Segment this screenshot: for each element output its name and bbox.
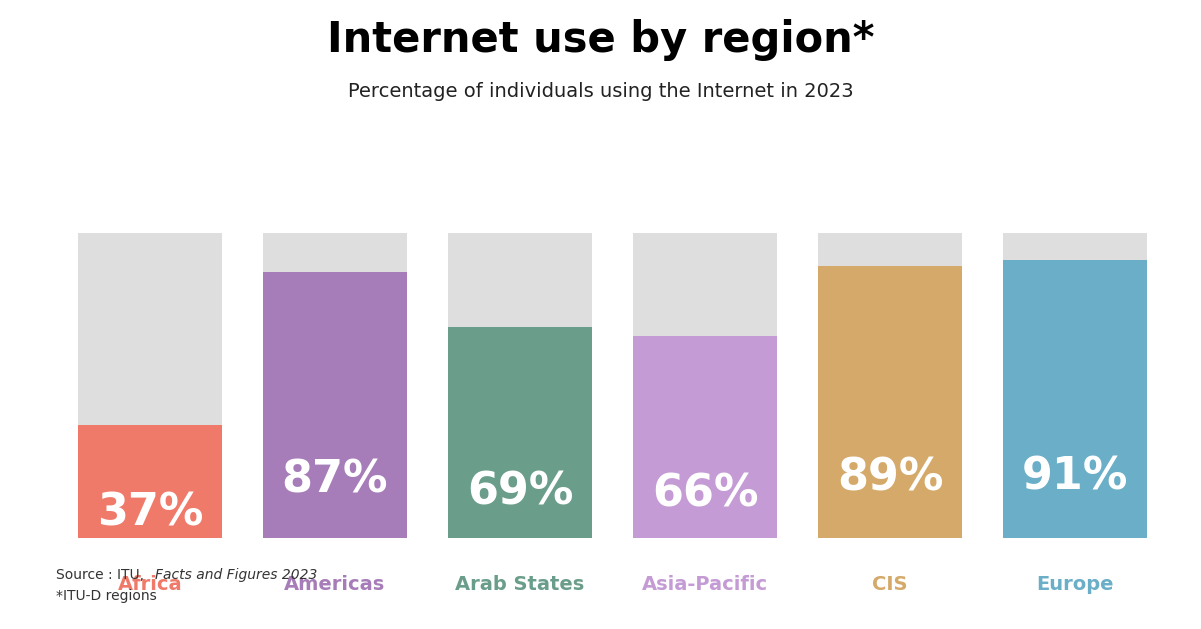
- Bar: [448, 233, 592, 538]
- Text: Europe: Europe: [1036, 575, 1115, 594]
- Text: 37%: 37%: [96, 492, 203, 535]
- Bar: [1003, 260, 1147, 538]
- Bar: [818, 266, 962, 538]
- Text: Percentage of individuals using the Internet in 2023: Percentage of individuals using the Inte…: [347, 82, 854, 101]
- Text: 87%: 87%: [282, 459, 388, 501]
- Text: Source : ITU,: Source : ITU,: [56, 568, 149, 582]
- Text: Internet use by region*: Internet use by region*: [327, 19, 874, 61]
- Text: 66%: 66%: [652, 472, 758, 515]
- Text: CIS: CIS: [872, 575, 908, 594]
- Bar: [78, 425, 222, 538]
- Bar: [633, 233, 777, 538]
- Bar: [633, 337, 777, 538]
- Bar: [78, 233, 222, 538]
- Text: Africa: Africa: [118, 575, 183, 594]
- Bar: [448, 327, 592, 538]
- Text: Facts and Figures 2023: Facts and Figures 2023: [155, 568, 317, 582]
- Text: Arab States: Arab States: [455, 575, 585, 594]
- Text: Americas: Americas: [285, 575, 386, 594]
- Bar: [263, 272, 407, 538]
- Text: Asia-Pacific: Asia-Pacific: [643, 575, 769, 594]
- Bar: [263, 233, 407, 538]
- Text: 91%: 91%: [1022, 455, 1129, 499]
- Text: 89%: 89%: [837, 457, 943, 500]
- Text: 69%: 69%: [467, 470, 573, 513]
- Bar: [1003, 233, 1147, 538]
- Text: *ITU-D regions: *ITU-D regions: [56, 589, 157, 603]
- Bar: [818, 233, 962, 538]
